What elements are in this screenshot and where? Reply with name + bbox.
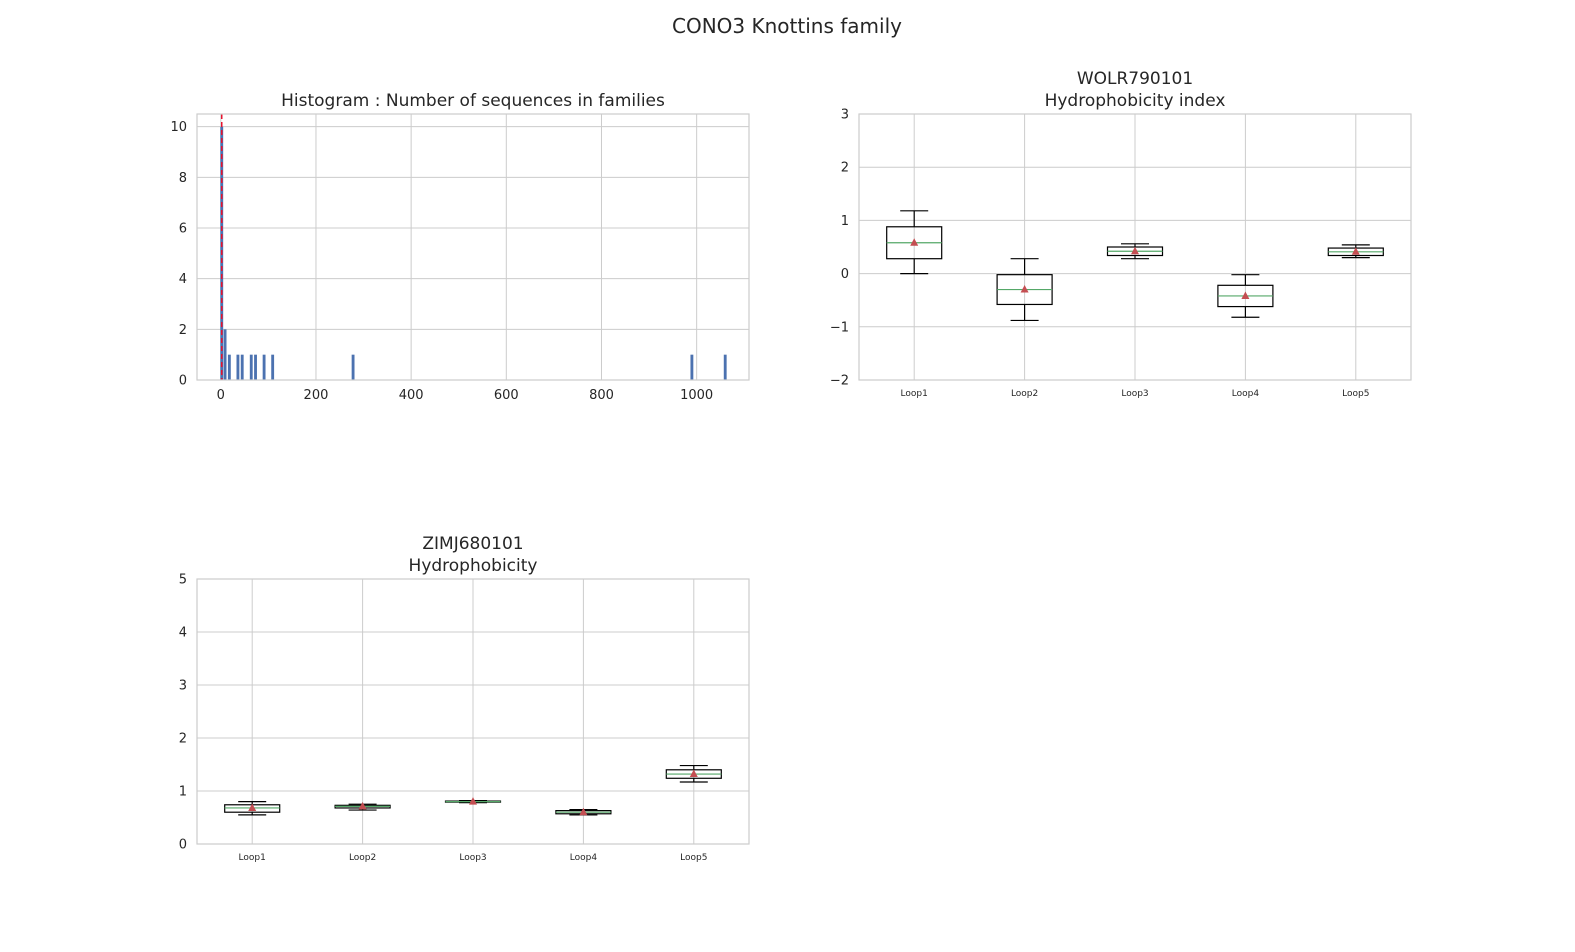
mean-marker [579, 807, 588, 816]
y-tick-label: 6 [179, 222, 187, 237]
mean-marker [1131, 246, 1139, 255]
y-tick-label: 1 [841, 214, 849, 229]
mean-marker [910, 238, 919, 246]
histogram-bar [262, 354, 266, 380]
histogram-bar [723, 354, 727, 380]
histogram-bar [254, 354, 257, 380]
panel-title: Hydrophobicity [409, 556, 538, 576]
y-tick-label: 0 [179, 838, 187, 853]
mean-marker [1241, 291, 1250, 299]
zimj680101-boxplot-panel: Loop1 Loop2 Loop3 Loop4 Loop5 0 1 2 3 4 5 ZIMJ68010… [179, 534, 750, 863]
y-tick-label: 8 [179, 171, 187, 186]
axes-frame [858, 113, 1412, 381]
y-tick-label: 2 [841, 161, 849, 176]
y-tick-label: −1 [830, 320, 849, 335]
mean-marker [689, 769, 698, 778]
x-tick-label: Loop2 [1011, 389, 1038, 399]
histogram-bar [351, 354, 355, 380]
x-tick-label: Loop4 [1232, 389, 1260, 399]
histogram-bar [223, 329, 227, 380]
x-tick-label: 0 [217, 388, 225, 403]
mean-marker [469, 797, 477, 805]
y-tick-label: 3 [179, 679, 187, 694]
y-tick-label: 2 [179, 323, 187, 338]
x-tick-label: Loop2 [349, 853, 376, 863]
x-tick-label: Loop5 [680, 853, 707, 863]
mean-marker [358, 801, 367, 810]
histogram-bar [271, 354, 275, 380]
y-tick-label: 0 [841, 267, 849, 282]
x-tick-label: 800 [589, 388, 614, 403]
histogram-bar [227, 354, 231, 380]
y-tick-label: 4 [179, 626, 187, 641]
mean-marker [248, 803, 257, 811]
x-tick-label: Loop5 [1342, 389, 1369, 399]
x-tick-label: Loop3 [459, 853, 486, 863]
panel-title: ZIMJ680101 [422, 534, 523, 554]
histogram-bar [240, 354, 244, 380]
mean-marker [1351, 247, 1360, 255]
y-tick-label: 3 [841, 108, 849, 123]
histogram-bar [236, 354, 240, 380]
y-tick-label: 1 [179, 785, 187, 800]
mean-marker [1020, 285, 1029, 293]
histogram-bar [249, 354, 253, 380]
y-tick-label: −2 [830, 374, 849, 389]
x-tick-label: 400 [399, 388, 424, 403]
y-tick-label: 5 [179, 573, 187, 588]
y-tick-label: 4 [179, 272, 187, 287]
y-tick-label: 2 [179, 732, 187, 747]
x-tick-label: 600 [494, 388, 519, 403]
panel-title: Hydrophobicity index [1045, 91, 1226, 111]
axes-frame [196, 113, 750, 381]
x-tick-label: Loop1 [239, 853, 266, 863]
histogram-panel: 0 200 400 600 800 1000 0 2 4 6 8 10 Histogram : Numb… [170, 91, 750, 403]
panel-title: WOLR790101 [1077, 69, 1193, 89]
wolr790101-boxplot-panel: Loop1 Loop2 Loop3 Loop4 Loop5 −2 −1 0 1 2 3 WOLR790… [830, 69, 1412, 399]
x-tick-label: 200 [304, 388, 329, 403]
panel-title: Histogram : Number of sequences in famil… [281, 91, 665, 111]
axes-frame [196, 578, 750, 845]
x-tick-label: 1000 [680, 388, 713, 403]
y-tick-label: 0 [179, 374, 187, 389]
y-tick-label: 10 [170, 120, 187, 135]
x-tick-label: Loop1 [901, 389, 928, 399]
x-tick-label: Loop3 [1121, 389, 1148, 399]
x-tick-label: Loop4 [570, 853, 598, 863]
histogram-bar [690, 354, 694, 380]
figure-title: CONO3 Knottins family [672, 14, 902, 38]
